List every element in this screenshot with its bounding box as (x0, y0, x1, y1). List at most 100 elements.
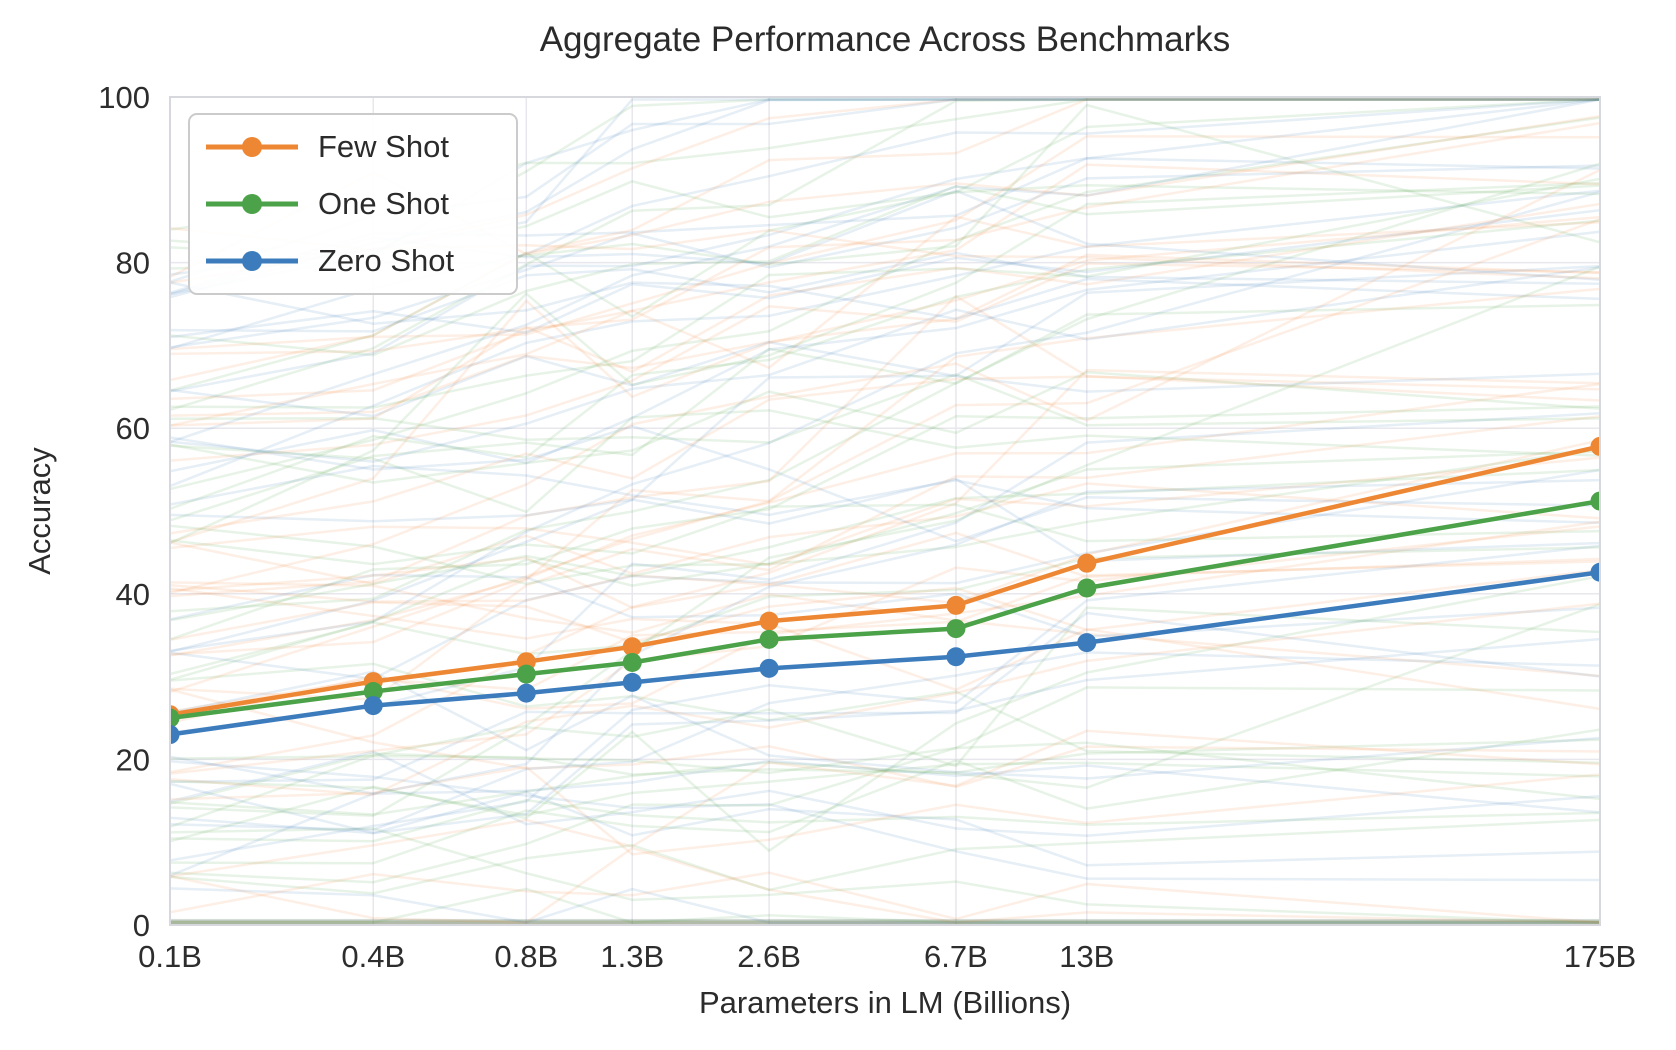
background-benchmark-line (170, 525, 1600, 775)
background-benchmark-line (170, 253, 1600, 417)
background-benchmark-line (170, 568, 1600, 644)
background-benchmark-line (170, 581, 1600, 678)
legend-item-one-shot: One Shot (190, 175, 516, 232)
background-benchmark-line (170, 782, 1600, 867)
background-benchmark-line (170, 202, 1600, 427)
background-benchmark-line (170, 662, 1600, 764)
main-series (170, 436, 1600, 745)
series-point-zero-shot (363, 696, 383, 716)
background-benchmark-line (170, 409, 1600, 514)
background-benchmark-line (170, 573, 1600, 638)
background-benchmark-line (170, 651, 1600, 832)
y-axis-label: Accuracy (22, 447, 57, 575)
background-benchmark-line (170, 688, 1600, 789)
background-benchmark-line (170, 412, 1600, 735)
background-benchmark-line (170, 544, 1600, 862)
background-benchmark-line (170, 189, 1600, 488)
background-benchmark-line (170, 181, 1600, 545)
background-benchmark-line (170, 438, 1600, 609)
background-benchmark-line (170, 728, 1600, 865)
background-benchmark-line (170, 116, 1600, 491)
background-benchmark-line (170, 164, 1600, 349)
background-benchmark-line (170, 177, 1600, 409)
background-benchmark-line (170, 482, 1600, 586)
plot-frame (169, 96, 1601, 926)
x-tick-label: 2.6B (737, 939, 801, 974)
background-benchmark-line (170, 219, 1600, 510)
series-point-few-shot (622, 637, 642, 657)
background-benchmark-line (170, 456, 1600, 567)
background-benchmark-line (170, 887, 1600, 924)
background-benchmark-line (170, 277, 1600, 326)
background-benchmark-line (170, 168, 1600, 595)
zero-shot-line-marker-icon (206, 250, 298, 271)
background-benchmark-line (170, 375, 1600, 535)
background-benchmark-line (170, 294, 1600, 598)
background-benchmark-line (170, 262, 1600, 462)
background-benchmark-line (170, 215, 1600, 544)
background-benchmark-line (170, 368, 1600, 774)
background-benchmark-line (170, 340, 1600, 418)
background-benchmark-line (170, 450, 1600, 682)
series-point-one-shot (170, 708, 180, 728)
chart-title: Aggregate Performance Across Benchmarks (539, 20, 1231, 59)
background-benchmark-line (170, 871, 1600, 924)
background-benchmark-line (170, 765, 1600, 856)
background-benchmark-line (170, 606, 1600, 817)
y-tick-label: 60 (116, 411, 150, 446)
series-point-zero-shot (946, 647, 966, 667)
background-benchmark-line (170, 135, 1600, 351)
series-point-one-shot (622, 653, 642, 673)
legend-item-label: Zero Shot (318, 242, 455, 278)
series-point-zero-shot (1077, 633, 1097, 653)
background-benchmark-line (170, 184, 1600, 357)
y-tick-label: 80 (116, 246, 150, 281)
background-benchmark-line (170, 98, 1600, 444)
background-benchmark-line (170, 251, 1600, 333)
tick-labels: 0.1B 0.4B 0.8B 1.3B 2.6B 6.7B 13B 175B 0 20 40 60 80… (98, 80, 1636, 974)
background-benchmark-line (170, 755, 1600, 814)
y-tick-label: 0 (133, 908, 150, 943)
background-benchmark-line (170, 265, 1600, 829)
background-benchmark-line (170, 468, 1600, 681)
background-benchmark-line (170, 574, 1600, 853)
background-benchmark-line (170, 477, 1600, 563)
series-point-one-shot (1590, 491, 1600, 511)
background-benchmark-line (170, 464, 1600, 524)
background-benchmark-line (170, 98, 1600, 382)
series-point-one-shot (946, 619, 966, 639)
background-benchmark-line (170, 98, 1600, 393)
background-benchmark-line (170, 611, 1600, 784)
background-benchmark-line (170, 447, 1600, 586)
background-benchmark-line (170, 760, 1600, 882)
background-benchmark-line (170, 98, 1600, 392)
legend: Few Shot One Shot Zero Shot (188, 113, 518, 295)
background-benchmark-line (170, 190, 1600, 652)
background-benchmark-line (170, 827, 1600, 924)
background-benchmark-line (170, 163, 1600, 401)
background-benchmark-line (170, 670, 1600, 780)
background-benchmark-line (170, 209, 1600, 339)
background-benchmark-line (170, 846, 1600, 924)
background-benchmark-line (170, 761, 1600, 817)
background-benchmark-line (170, 686, 1600, 884)
x-tick-label: 6.7B (924, 939, 988, 974)
background-benchmark-line (170, 405, 1600, 641)
background-benchmark-line (170, 741, 1600, 805)
series-point-zero-shot (170, 725, 180, 745)
series-line-few-shot (170, 444, 1600, 717)
background-benchmark-line (170, 382, 1600, 657)
background-benchmark-line (170, 520, 1600, 725)
series-point-few-shot (946, 595, 966, 615)
series-point-zero-shot (1590, 562, 1600, 582)
background-benchmark-line (170, 266, 1600, 463)
background-benchmark-line (170, 415, 1600, 701)
background-benchmark-line (170, 750, 1600, 838)
legend-item-label: One Shot (318, 185, 449, 221)
background-benchmark-line (170, 587, 1600, 711)
background-benchmark-line (170, 264, 1600, 654)
series-point-zero-shot (516, 683, 536, 703)
series-point-zero-shot (759, 658, 779, 678)
background-benchmark-line (170, 121, 1600, 356)
